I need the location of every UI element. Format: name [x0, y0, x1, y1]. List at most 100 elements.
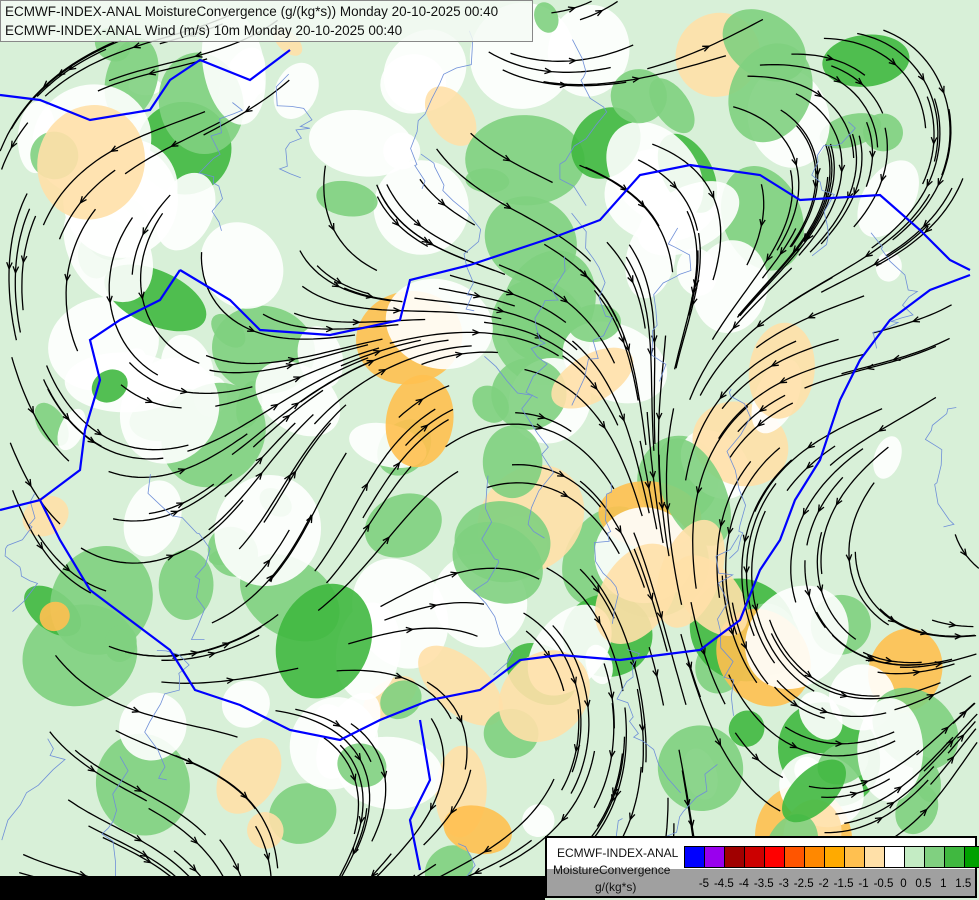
wind-arrow-head: [496, 306, 505, 314]
convergence-region: [551, 347, 634, 409]
wind-streamline: [803, 146, 833, 242]
wind-streamline: [449, 274, 567, 324]
wind-arrow-head: [573, 743, 581, 753]
wind-arrow-head: [631, 76, 641, 83]
wind-streamline: [421, 351, 498, 366]
convergence-region: [452, 521, 543, 604]
legend-swatch: [765, 847, 785, 867]
wind-arrow-head: [20, 255, 28, 264]
river: [559, 39, 608, 206]
wind-arrow-head: [87, 436, 96, 444]
wind-arrow-head: [180, 387, 189, 395]
convergence-region: [308, 109, 414, 177]
river: [198, 102, 244, 231]
legend-swatch: [845, 847, 865, 867]
wind-arrow-head: [872, 258, 882, 266]
legend-label: 1: [940, 878, 947, 890]
river: [726, 388, 751, 559]
wind-arrow-head: [957, 733, 965, 742]
wind-streamline: [806, 476, 844, 546]
legend-swatch: [945, 847, 965, 867]
wind-arrow-head: [946, 755, 955, 764]
country-borders: [0, 30, 971, 899]
wind-streamline: [211, 514, 312, 624]
legend-labels: -5-4.5-4-3.5-3-2.5-2-1.5-1-0.500.511.52: [684, 878, 974, 894]
wind-arrow-head: [615, 789, 622, 798]
wind-arrow-head: [362, 523, 370, 532]
wind-streamline: [384, 601, 485, 621]
wind-streamline: [721, 338, 839, 410]
wind-arrow-head: [819, 707, 829, 714]
convergence-region: [337, 743, 387, 788]
wind-streamline: [647, 18, 764, 70]
wind-arrow-head: [332, 720, 342, 727]
legend-swatch: [705, 847, 725, 867]
wind-arrow-head: [405, 626, 415, 634]
title-moisture-convergence: ECMWF-INDEX-ANAL MoistureConvergence (g/…: [5, 4, 499, 19]
legend-swatch: [965, 847, 979, 867]
convergence-fill-layer: [17, 2, 959, 894]
wind-streamline: [871, 98, 941, 249]
convergence-region: [522, 804, 555, 838]
convergence-region: [418, 645, 504, 726]
legend-label: -5: [698, 878, 710, 890]
wind-streamline: [252, 389, 324, 448]
wind-arrow-head: [483, 845, 492, 853]
river: [147, 474, 211, 640]
wind-streamline: [820, 225, 928, 293]
wind-arrow-head: [765, 253, 773, 262]
wind-arrow-head: [759, 218, 766, 228]
wind-arrow-head: [816, 584, 824, 593]
wind-arrow-head: [814, 167, 821, 177]
wind-arrow-head: [378, 368, 387, 376]
wind-streamline: [603, 663, 615, 729]
river: [924, 407, 957, 528]
convergence-region: [22, 495, 69, 537]
wind-arrow-head: [608, 750, 616, 759]
wind-arrow-head: [806, 312, 816, 319]
wind-arrow-head: [560, 295, 569, 304]
wind-arrow-head: [194, 51, 203, 58]
wind-arrow-head: [835, 740, 844, 748]
wind-arrow-head: [926, 178, 933, 188]
wind-arrow-head: [134, 785, 143, 792]
wind-arrow-head: [176, 502, 185, 509]
wind-arrow-head: [535, 423, 544, 430]
wind-streamline: [80, 499, 244, 564]
river: [4, 493, 39, 612]
wind-arrow-head: [593, 616, 601, 625]
wind-arrow-head: [145, 396, 154, 404]
river: [275, 73, 313, 179]
wind-arrow-head: [232, 863, 239, 872]
wind-arrow-head: [751, 753, 760, 762]
wind-arrow-head: [361, 482, 369, 491]
convergence-region: [498, 650, 590, 742]
country-border: [408, 719, 432, 871]
wind-arrow-head: [138, 291, 145, 301]
wind-arrow-head: [106, 295, 113, 305]
wind-streamline: [931, 619, 974, 628]
wind-arrow-head: [924, 225, 933, 234]
wind-streamline: [791, 53, 866, 76]
convergence-region: [216, 737, 282, 814]
wind-streamline: [524, 368, 643, 517]
convergence-region: [247, 812, 284, 849]
convergence-region: [745, 585, 849, 690]
legend-model: ECMWF-INDEX-ANAL: [557, 846, 679, 860]
wind-streamline: [875, 178, 964, 267]
wind-arrow-head: [917, 73, 925, 82]
legend-label: -3.5: [753, 878, 774, 890]
country-border: [39, 269, 181, 501]
wind-arrow-head: [334, 277, 343, 285]
wind-arrow-head: [382, 536, 391, 545]
wind-arrow-head: [685, 661, 693, 671]
wind-arrow-head: [938, 85, 945, 95]
country-border: [179, 163, 971, 337]
wind-streamline: [389, 331, 559, 357]
wind-arrow-head: [64, 273, 71, 283]
wind-arrow-head: [537, 413, 547, 420]
wind-arrow-head: [559, 81, 569, 89]
wind-streamline: [14, 208, 31, 333]
wind-arrow-head: [804, 588, 811, 598]
wind-arrow-head: [567, 6, 577, 13]
